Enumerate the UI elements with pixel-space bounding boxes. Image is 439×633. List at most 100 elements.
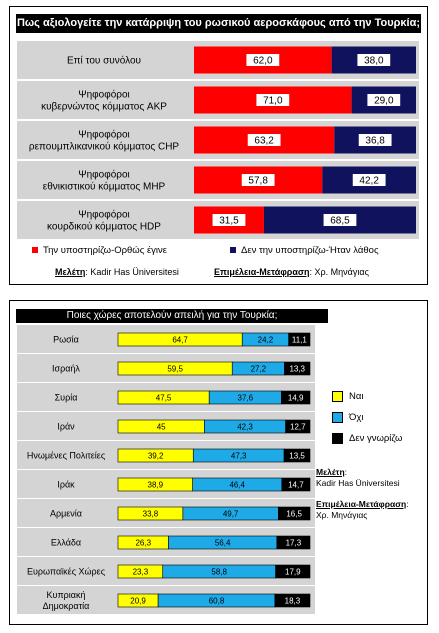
category-label: Ιράν [57,422,75,432]
legend-swatch-blue [332,412,343,423]
value-label: 29,0 [374,96,394,107]
credit-value-line2: Χρ. Μηνάγιας [316,510,368,520]
value-label-box [323,214,357,226]
bar-segment [288,332,311,347]
value-label: 58,8 [211,568,227,577]
bar-segment [278,506,311,521]
value-label: 71,0 [263,96,283,107]
category-label: Κυπριακή [47,590,86,600]
category-label: Αρμενία [50,509,82,519]
legend-label: Δεν γνωρίζω [349,433,403,445]
category-label: Ευρωπαϊκές Χώρες [27,567,106,577]
category-label: κυβερνώντος κόμματος AKP [41,101,167,113]
legend-swatch-red [32,247,38,254]
category-label: Δημοκρατία [43,601,90,611]
value-label: 12,7 [290,423,306,432]
value-label: 26,3 [135,539,151,548]
value-label: 63,2 [254,136,274,147]
stacked-bar-chart-aircraft: Επί του συνόλου 62,0 38,0Ψηφοφόροικυβερνών… [17,41,419,239]
value-label: 42,3 [237,423,253,432]
value-label-box [367,94,401,106]
credit-value: : [344,467,348,477]
value-label: 39,2 [148,452,164,461]
category-label: Ιράκ [57,480,75,490]
credit-value: : [406,499,409,509]
legend-label: Δεν την υποστηρίζω-Ήταν λάθος [241,245,379,256]
value-label: 59,5 [167,365,183,374]
value-label-box [241,174,275,186]
value-label: 38,9 [148,481,164,490]
value-label: 23,3 [133,568,149,577]
value-label: 27,2 [251,365,267,374]
legend-item-dontknow: Δεν γνωρίζω [332,433,402,444]
value-label: 14,9 [288,394,304,403]
value-label-box [352,174,386,186]
chart-panel-threats: Ποιες χώρες αποτελούν απειλή για την Του… [9,300,428,625]
value-label: 37,6 [238,394,254,403]
chart-title: Πως αξιολογείτε την κατάρριψη του ρωσικο… [16,14,421,33]
bar-segment [274,593,311,608]
value-label: 57,8 [248,176,268,187]
category-label: Ψηφοφόροι [78,129,129,141]
value-label: 38,0 [364,56,384,67]
legend-swatch-navy [230,247,236,254]
value-label: 47,3 [231,452,247,461]
value-label: 46,4 [229,481,245,490]
value-label: 64,7 [172,336,188,345]
credit-label: Μελέτη [55,267,86,277]
category-label: Ισραήλ [52,364,80,374]
value-label-box [212,214,246,226]
legend-item-yes: Ναι [332,391,363,402]
category-label: Ψηφοφόροι [78,89,129,101]
value-label-box [247,134,281,146]
credit-translation: Επιμέλεια-Μετάφραση: Χρ. Μηνάγιας [316,499,409,521]
legend-item-oppose: Δεν την υποστηρίζω-Ήταν λάθος [230,245,379,256]
value-label: 13,5 [289,452,305,461]
value-label-box [246,54,280,66]
value-label: 62,0 [253,56,273,67]
credit-value: : Kadir Has Üniversitesi [85,267,179,277]
value-label: 60,8 [209,597,225,606]
value-label: 31,5 [219,216,239,227]
value-label: 11,1 [292,336,308,345]
value-label-box [358,134,392,146]
bar-segment [276,535,311,550]
credit-value-line2: Kadir Has Üniversitesi [316,478,400,488]
value-label: 56,4 [215,539,231,548]
credit-translation: Επιμέλεια-Μετάφραση: Χρ. Μηνάγιας [214,267,369,277]
value-label-box [357,54,391,66]
value-label: 17,3 [286,539,302,548]
value-label: 13,3 [289,365,305,374]
legend-swatch-yellow [332,391,343,402]
credit-study: Μελέτη: Kadir Has Üniversitesi [316,467,400,489]
stacked-bar-chart-threats: Ρωσία 64,7 24,2 11,1 Ισραήλ 59,5 27,2 13,3 Συρία… [17,325,315,614]
category-label: Συρία [55,393,78,403]
legend-label: Ναι [349,391,364,403]
category-label: Ψηφοφόροι [78,209,129,221]
value-label: 16,5 [286,510,302,519]
bar-segment [281,477,311,492]
legend-label: Όχι [349,412,364,424]
category-label: Ηνωμένες Πολιτείες [27,451,106,461]
bar-segment [285,419,311,434]
chart-panel-aircraft: Πως αξιολογείτε την κατάρριψη του ρωσικο… [9,6,428,285]
category-label: Ελλάδα [51,538,81,548]
value-label: 33,8 [143,510,159,519]
credit-value: : Χρ. Μηνάγιας [309,267,369,277]
value-label: 14,7 [288,481,304,490]
value-label: 18,3 [285,597,301,606]
value-label: 49,7 [223,510,239,519]
legend-item-no: Όχι [332,412,363,423]
value-label: 24,2 [258,336,274,345]
value-label-box [256,94,290,106]
credit-label: Μελέτη [316,467,345,477]
credit-study: Μελέτη: Kadir Has Üniversitesi [55,267,179,277]
value-label: 47,5 [156,394,172,403]
legend-swatch-black [332,433,343,444]
value-label: 17,9 [285,568,301,577]
legend-item-support: Την υποστηρίζω-Ορθώς έγινε [32,245,167,256]
value-label: 45 [157,423,166,432]
value-label: 36,8 [365,136,385,147]
category-label: Ρωσία [53,335,79,345]
legend-label: Την υποστηρίζω-Ορθώς έγινε [43,245,168,256]
